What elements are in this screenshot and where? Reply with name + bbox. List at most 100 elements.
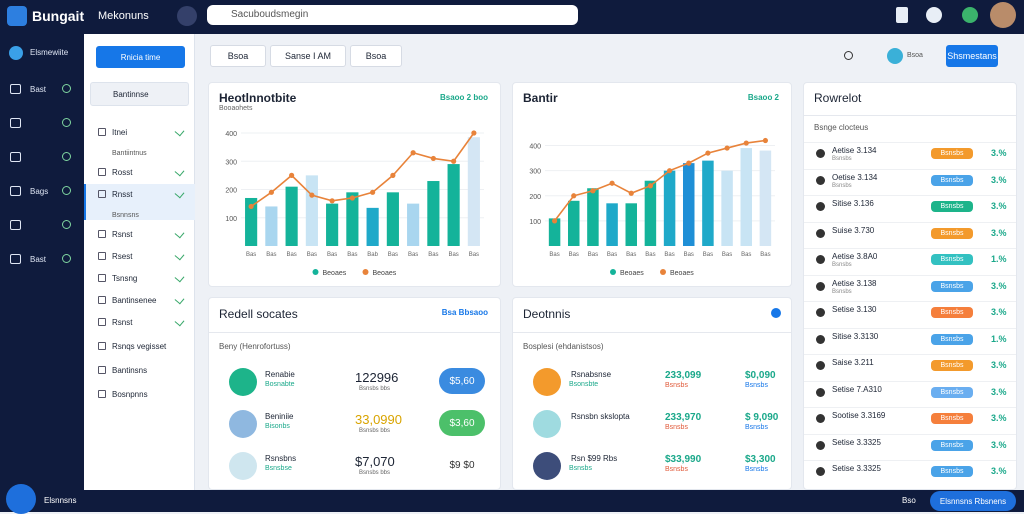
menu-item[interactable]: Bantinsns [112,366,148,375]
item-icon [98,390,106,398]
icon[interactable] [896,7,908,23]
row-value: 3.% [991,280,1007,291]
nav-icon[interactable] [10,220,21,230]
nav-label[interactable]: Bast [30,255,47,264]
dropdown[interactable]: Bantinnse [90,82,189,106]
row-name: Rsn $99 Rbs [571,454,618,463]
divider [513,332,791,333]
nav-indicator [62,152,71,161]
bottom-bar: Elsnnsns Bso Elsnnsns Rbsnens [0,484,1024,514]
bar [366,207,379,246]
menu-item[interactable]: Bosnpnns [112,390,148,399]
item-check [174,272,185,283]
nav-link[interactable]: Mekonuns [98,10,149,22]
row-value: 3.% [991,227,1007,238]
menu-item[interactable]: Rnsst [112,190,133,199]
row-name: Setise 7.A310 [832,384,882,394]
row-divider [804,142,1016,143]
card-title: Deotnnis [523,307,571,321]
nav-label[interactable]: Bags [30,187,49,196]
icon-button[interactable] [177,6,197,26]
bar [759,150,772,246]
panel-title: Rowrelot [814,91,862,105]
nav-icon[interactable] [10,152,21,162]
row-value: 1.% [991,254,1007,264]
bar [407,203,420,246]
row-pill[interactable]: $3,60 [439,410,485,436]
footer-button[interactable]: Elsnnsns Rbsnens [930,491,1016,511]
filter[interactable]: Bosplesi (ehdanistsos) [523,342,604,351]
search-box[interactable]: Sacuboudsmegin [207,5,578,25]
toolbar-button[interactable]: Bsoa [210,45,266,67]
row-icon [816,440,825,450]
menu-item[interactable]: Tsnsng [112,274,138,283]
menu-item[interactable]: Bantiintnus [112,150,147,157]
row-pill[interactable]: $9 $0 [439,452,485,478]
row-divider [804,407,1016,408]
nav-icon[interactable] [10,186,21,196]
filter[interactable]: Beny (Henrofortuss) [219,342,291,351]
nav-label[interactable]: Bast [30,85,47,94]
avatar[interactable] [990,2,1016,28]
row-icon [816,228,825,238]
bar [683,163,695,246]
row-name: Beniniie [265,412,294,421]
row-name: Oetise 3.134 [832,172,878,182]
menu-item[interactable]: Rsest [112,252,133,261]
row-sub: Bisonbs [265,423,290,430]
item-check [174,316,185,327]
line-point [390,172,396,178]
row-divider [804,380,1016,382]
toolbar-button[interactable]: Sanse I AM [270,45,346,67]
row-value-sub: Bsnsbs [665,466,688,473]
card-link[interactable]: Bsa Bbsaoo [441,308,488,317]
action-button[interactable]: Shsmestans [946,45,998,67]
menu-item[interactable]: Rosst [112,168,133,177]
row-icon [816,361,825,370]
row-icon [816,308,825,317]
menu-item[interactable]: Rsnqs vegisset [112,342,167,351]
row-name: Sootise 3.3169 [832,411,886,420]
legend-label: Beoaes [620,270,644,277]
status-pill: Bsnsbs [931,439,973,451]
item-icon [98,128,106,136]
bar [644,180,657,246]
menu-item[interactable]: Bsnnsns [112,212,139,219]
row-icon [816,202,825,211]
line-point [451,158,457,164]
row-sub: Bsnsbs [832,288,852,295]
nav-indicator [62,186,71,195]
chart-subtitle: Booaohets [219,105,253,112]
nav-icon[interactable] [10,118,21,128]
bar [305,175,318,246]
nav-icon[interactable] [10,84,21,94]
chip[interactable]: Bsoa [907,52,923,59]
primary-button[interactable]: Rnicia time [96,46,185,68]
footer-icon[interactable] [6,484,36,514]
icon[interactable] [962,7,978,23]
icon[interactable] [926,7,942,23]
menu-item[interactable]: Rsnst [112,318,133,327]
line-point [705,150,711,156]
line-point [430,155,436,162]
row-divider [804,221,1016,223]
menu-item[interactable]: Rsnst [112,230,133,239]
brand: Bungait [32,8,85,24]
bar [447,164,460,246]
menu-item[interactable]: Itnei [112,128,128,137]
row-value: 3.% [991,386,1007,397]
legend-label: Beoaes [670,270,694,277]
line-point [268,189,274,195]
legend-swatch [362,269,369,275]
search-icon [844,51,853,60]
row-pill[interactable]: $5,60 [439,368,485,394]
bar [467,137,480,246]
nav-icon[interactable] [10,254,21,264]
divider [804,115,1016,116]
x-tick-label: Bas [760,252,770,258]
nav-indicator [62,84,71,93]
x-tick-label: Bas [607,252,617,258]
menu-item[interactable]: Bantinsenee [112,296,157,305]
toolbar-button[interactable]: Bsoa [350,45,402,67]
